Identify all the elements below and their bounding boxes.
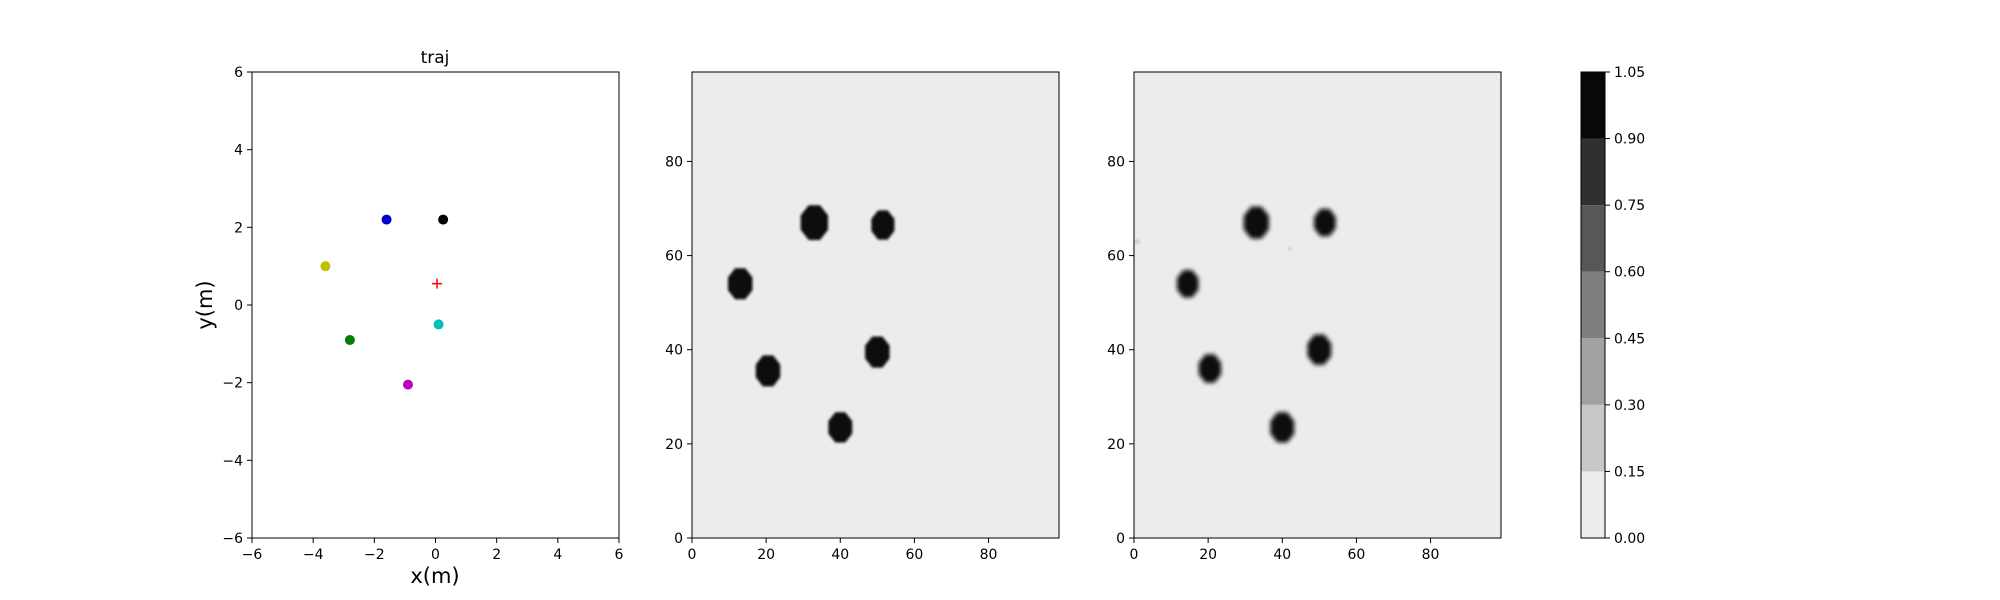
traj-x-axis-label: x(m) [410, 564, 459, 588]
traj-point [344, 334, 355, 345]
traj-y-tick-label: −6 [222, 531, 243, 547]
heatmap-1-obstacle [828, 412, 853, 443]
heatmap-2-x-tick-label: 60 [1348, 547, 1366, 563]
colorbar-band [1581, 404, 1605, 472]
heatmap-2-y-tick-label: 0 [1116, 531, 1125, 547]
traj-y-tick-label: −4 [222, 453, 243, 469]
colorbar-band [1581, 138, 1605, 206]
traj-y-tick-label: 0 [234, 298, 243, 314]
colorbar-tick-label: 0.45 [1614, 331, 1645, 347]
traj-panel: traj −6 −4 −2 0 2 4 6 −6 −4 −2 0 2 4 6 x(m) y(m) [193, 48, 624, 588]
traj-title: traj [421, 48, 450, 68]
traj-x-tick-label: 2 [492, 547, 501, 563]
heatmap-2-x-ticks: 0 20 40 60 80 [1130, 538, 1440, 563]
colorbar-band [1581, 338, 1605, 405]
colorbar-band [1581, 72, 1605, 139]
traj-point [381, 214, 392, 225]
heatmap-1-y-tick-label: 80 [665, 154, 683, 170]
heatmap-2-background [1134, 72, 1501, 538]
heatmap-2-x-tick-label: 40 [1273, 547, 1291, 563]
heatmap-panel-1: 0 20 40 60 80 0 20 40 60 80 [665, 71, 1060, 563]
heatmap-2-blobs [1134, 206, 1336, 443]
colorbar-band [1581, 271, 1605, 339]
heatmap-2-x-tick-label: 0 [1130, 547, 1139, 563]
heatmap-1-y-ticks: 0 20 40 60 80 [665, 154, 692, 547]
heatmap-2-speck [1134, 239, 1140, 244]
colorbar-ticks: 0.00 0.15 0.30 0.45 0.60 0.75 0.90 1.05 [1605, 65, 1645, 547]
heatmap-1-y-tick-label: 40 [665, 343, 683, 359]
heatmap-1-obstacle [871, 210, 895, 240]
heatmap-panel-2: 0 20 40 60 80 0 20 40 60 80 [1107, 71, 1502, 563]
colorbar-bands [1581, 72, 1605, 538]
heatmap-1-x-tick-label: 0 [688, 547, 697, 563]
colorbar-tick-label: 0.30 [1614, 398, 1645, 414]
heatmap-2-y-ticks: 0 20 40 60 80 [1107, 154, 1134, 547]
heatmap-1-x-tick-label: 60 [906, 547, 924, 563]
traj-plot-area [252, 72, 619, 538]
traj-points [320, 214, 449, 390]
traj-point [438, 214, 449, 225]
colorbar-tick-label: 1.05 [1614, 65, 1645, 81]
heatmap-2-obstacle [1243, 206, 1269, 239]
heatmap-2-obstacle [1307, 334, 1332, 365]
heatmap-2-obstacle [1198, 354, 1222, 383]
heatmap-1-x-tick-label: 80 [980, 547, 998, 563]
colorbar-frame [1580, 71, 1606, 539]
traj-x-tick-label: 4 [553, 547, 562, 563]
heatmap-1-blobs [728, 205, 895, 443]
heatmap-1-y-tick-label: 20 [665, 437, 683, 453]
traj-x-tick-label: 0 [431, 547, 440, 563]
colorbar-tick-label: 0.00 [1614, 531, 1645, 547]
colorbar-tick-label: 0.60 [1614, 265, 1645, 281]
heatmap-2-y-tick-label: 40 [1107, 343, 1125, 359]
traj-y-ticks: −6 −4 −2 0 2 4 6 [222, 65, 252, 547]
heatmap-1-x-tick-label: 20 [757, 547, 775, 563]
heatmap-2-y-tick-label: 20 [1107, 437, 1125, 453]
traj-x-ticks: −6 −4 −2 0 2 4 6 [242, 538, 624, 563]
traj-x-tick-label: 6 [615, 547, 624, 563]
heatmap-2-obstacle [1177, 270, 1199, 298]
traj-y-tick-label: 6 [234, 65, 243, 81]
traj-point [320, 261, 331, 272]
heatmap-1-frame [691, 71, 1060, 539]
traj-x-tick-label: −6 [242, 547, 263, 563]
colorbar-band [1581, 205, 1605, 272]
heatmap-2-x-tick-label: 80 [1422, 547, 1440, 563]
heatmap-2-x-tick-label: 20 [1199, 547, 1217, 563]
heatmap-2-obstacle [1270, 412, 1295, 443]
colorbar: 0.00 0.15 0.30 0.45 0.60 0.75 0.90 1.05 [1580, 65, 1645, 547]
heatmap-2-speck [1287, 247, 1292, 251]
heatmap-1-obstacle [800, 205, 828, 240]
traj-y-tick-label: 2 [234, 220, 243, 236]
heatmap-1-background [692, 72, 1059, 538]
heatmap-2-obstacle [1314, 208, 1336, 237]
heatmap-1-y-tick-label: 60 [665, 249, 683, 265]
traj-y-tick-label: 4 [234, 143, 243, 159]
heatmap-2-frame [1133, 71, 1502, 539]
heatmap-1-x-ticks: 0 20 40 60 80 [688, 538, 998, 563]
heatmap-1-y-tick-label: 0 [674, 531, 683, 547]
traj-x-tick-label: −4 [303, 547, 324, 563]
colorbar-tick-label: 0.90 [1614, 132, 1645, 148]
heatmap-2-y-tick-label: 80 [1107, 154, 1125, 170]
heatmap-2-y-tick-label: 60 [1107, 249, 1125, 265]
heatmap-1-obstacle [728, 268, 753, 300]
target-marker [432, 278, 443, 289]
colorbar-band [1581, 471, 1605, 538]
colorbar-tick-label: 0.15 [1614, 464, 1645, 480]
heatmap-1-obstacle [755, 355, 781, 387]
traj-point [402, 379, 413, 390]
traj-x-tick-label: −2 [364, 547, 385, 563]
traj-y-axis-label: y(m) [193, 280, 217, 329]
heatmap-1-obstacle [865, 336, 890, 368]
heatmap-1-x-tick-label: 40 [831, 547, 849, 563]
traj-point [433, 319, 444, 330]
colorbar-tick-label: 0.75 [1614, 198, 1645, 214]
traj-y-tick-label: −2 [222, 376, 243, 392]
